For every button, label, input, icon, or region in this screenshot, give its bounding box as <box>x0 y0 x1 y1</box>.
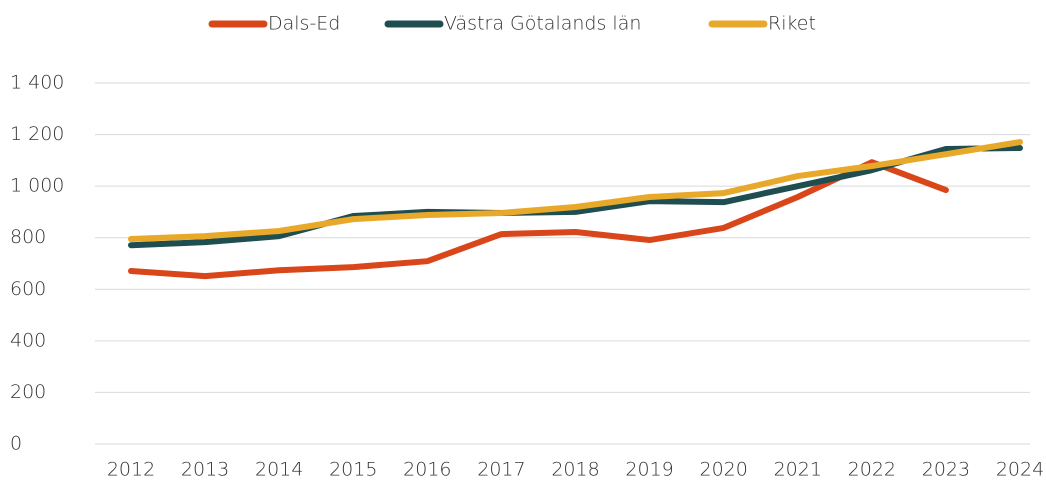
x-tick-label: 2012 <box>107 459 155 481</box>
x-tick-label: 2021 <box>774 459 822 481</box>
legend-label: Västra Götalands län <box>444 13 641 35</box>
x-tick-label: 2024 <box>996 459 1044 481</box>
y-tick-label: 600 <box>10 278 46 300</box>
y-tick-label: 400 <box>10 329 46 351</box>
y-tick-label: 800 <box>10 226 46 248</box>
y-tick-label: 1 200 <box>10 123 64 145</box>
x-tick-label: 2017 <box>477 459 525 481</box>
x-tick-label: 2022 <box>848 459 896 481</box>
y-tick-label: 0 <box>10 433 22 455</box>
x-tick-label: 2015 <box>329 459 377 481</box>
x-tick-label: 2018 <box>551 459 599 481</box>
legend-label: Riket <box>768 13 816 35</box>
y-tick-label: 1 000 <box>10 175 64 197</box>
x-tick-label: 2016 <box>403 459 451 481</box>
y-tick-label: 1 400 <box>10 72 64 94</box>
line-series <box>128 159 949 280</box>
line-series <box>128 139 1023 243</box>
y-tick-label: 200 <box>10 381 46 403</box>
x-tick-label: 2020 <box>699 459 747 481</box>
x-tick-label: 2014 <box>255 459 303 481</box>
line-series <box>128 144 1023 249</box>
x-tick-label: 2013 <box>181 459 229 481</box>
x-tick-label: 2019 <box>625 459 673 481</box>
legend-label: Dals-Ed <box>268 13 340 35</box>
x-tick-label: 2023 <box>922 459 970 481</box>
